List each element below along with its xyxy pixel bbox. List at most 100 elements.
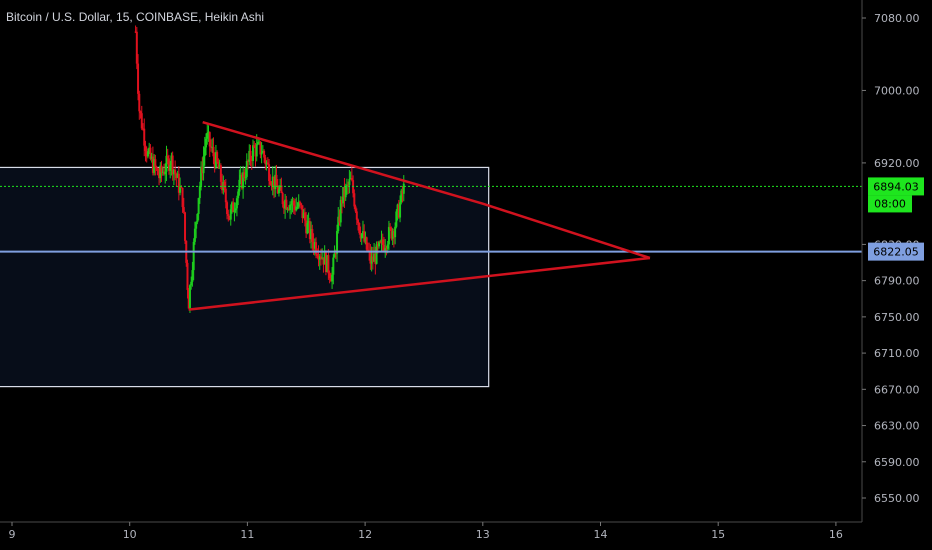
candle — [390, 226, 393, 241]
candle-body — [217, 161, 220, 169]
candle-body — [290, 204, 293, 206]
candle — [254, 143, 257, 167]
candle-body — [167, 158, 170, 171]
candle-body — [249, 150, 252, 161]
candle-body — [349, 177, 352, 180]
candle — [211, 138, 214, 153]
candle-body — [279, 185, 282, 190]
candle-body — [284, 199, 287, 209]
candle-body — [235, 198, 238, 209]
y-tick-label: 6790.00 — [874, 275, 920, 288]
candle — [394, 222, 397, 245]
candle-body — [227, 214, 230, 216]
candle — [381, 233, 384, 253]
candle — [163, 163, 166, 176]
candle-body — [334, 253, 337, 255]
candle-body — [382, 244, 385, 251]
candle — [400, 188, 403, 205]
candle-body — [316, 254, 319, 256]
candle — [212, 137, 215, 165]
y-tick-label: 6710.00 — [874, 347, 920, 360]
candle — [191, 261, 194, 287]
candle — [259, 141, 262, 159]
candle — [251, 139, 254, 167]
range-box — [0, 166, 490, 388]
candle-body — [301, 205, 304, 219]
candle — [280, 177, 283, 194]
candle-body — [305, 220, 308, 234]
candle-body — [343, 186, 346, 198]
candle-body — [277, 189, 280, 194]
candle-body — [313, 242, 316, 249]
candle-body — [342, 186, 345, 204]
candle-body — [384, 247, 387, 251]
candle-body — [186, 262, 189, 290]
candle — [350, 167, 353, 182]
candle-body — [232, 202, 235, 213]
x-tick-label: 10 — [123, 528, 137, 541]
candle-body — [165, 155, 168, 172]
candle-body — [292, 200, 295, 206]
candle-body — [151, 156, 154, 173]
candle-body — [359, 232, 362, 239]
candle — [139, 110, 142, 119]
candle-body — [324, 252, 327, 272]
candle-body — [176, 173, 179, 178]
candle-body — [192, 241, 195, 271]
candle — [323, 245, 326, 265]
candle — [401, 186, 404, 203]
candle — [263, 149, 266, 163]
candle-body — [396, 204, 399, 212]
candle — [230, 201, 233, 214]
candle-body — [289, 204, 292, 210]
candle-body — [201, 167, 204, 174]
candle-body — [389, 226, 392, 228]
candle — [296, 202, 299, 210]
candle — [155, 165, 158, 172]
candle — [171, 151, 174, 181]
candle-body — [140, 113, 143, 129]
candle-body — [350, 177, 353, 181]
candle-body — [184, 212, 187, 241]
candle-body — [203, 147, 206, 157]
candle-body — [376, 244, 379, 247]
x-tick-label: 14 — [594, 528, 608, 541]
candle — [185, 240, 188, 267]
candle — [302, 209, 305, 219]
candle — [266, 157, 269, 166]
candle-body — [401, 190, 404, 194]
candle — [310, 221, 313, 249]
candle-body — [360, 233, 363, 239]
candle — [227, 209, 230, 222]
candle — [342, 186, 345, 207]
candle-body — [300, 203, 303, 206]
candle — [336, 224, 339, 263]
candle-body — [212, 146, 215, 157]
y-tick-label: 6590.00 — [874, 456, 920, 469]
candle — [142, 123, 145, 131]
candle — [172, 168, 175, 186]
candle-body — [392, 231, 395, 238]
candle — [206, 122, 209, 145]
candle — [324, 250, 327, 276]
candle-body — [287, 208, 290, 210]
candle-body — [198, 185, 201, 199]
candle-body — [355, 211, 358, 220]
candle — [248, 144, 251, 166]
candle — [365, 236, 368, 252]
candle-body — [321, 257, 324, 259]
candle — [151, 146, 154, 176]
candle — [294, 198, 297, 216]
candle-body — [397, 204, 400, 218]
candle — [279, 178, 282, 191]
candle — [140, 105, 143, 131]
candle — [348, 170, 351, 194]
candle — [340, 196, 343, 214]
candle — [186, 259, 189, 299]
candle-body — [156, 168, 159, 175]
candle — [192, 238, 195, 281]
candle-body — [216, 152, 219, 162]
candle — [150, 152, 153, 163]
candle — [244, 166, 247, 185]
